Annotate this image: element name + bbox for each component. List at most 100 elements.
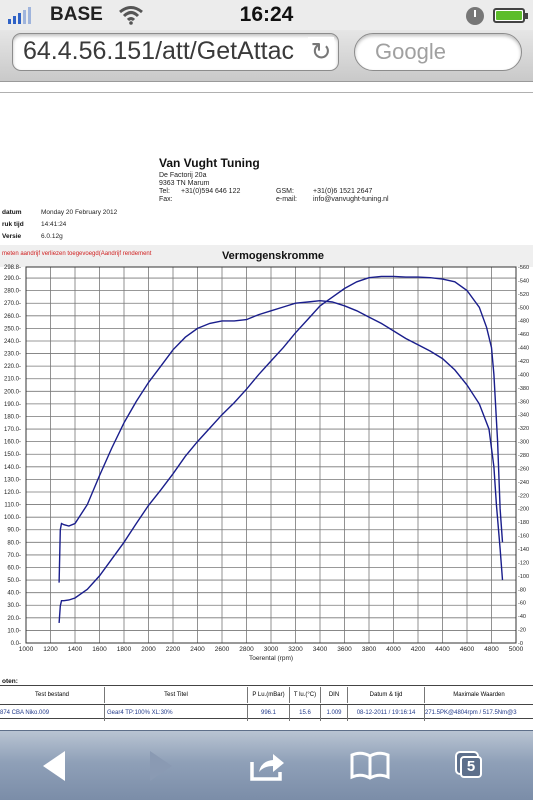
y-right-tick-label: -520 [518,292,529,298]
tabs-button[interactable]: 5 [453,745,503,787]
x-tick-label: 2800 [239,646,254,653]
y-left-tick-label: 80.0- [7,540,21,546]
x-tick-label: 2400 [190,646,205,653]
y-right-tick-label: -40 [518,614,526,620]
orientation-lock-icon [466,7,484,25]
reload-icon[interactable]: ↻ [308,37,334,67]
company-name: Van Vught Tuning [159,156,260,170]
y-right-tick-label: -340 [518,413,529,419]
table-cell: Gear4 TP:100% XL:30% [105,705,248,721]
table-cell: 1.009 [321,705,348,721]
y-left-tick-label: 70.0- [7,553,21,559]
y-left-tick-label: 260.0- [4,314,21,320]
y-left-tick-label: 40.0- [7,591,21,597]
results-table: Test bestand Test Titel P Lu.(mBar) T lu… [0,685,533,721]
browser-navbar: 64.4.56.151/att/GetAttac ↻ Google [0,30,533,82]
y-left-tick-label: 280.0- [4,289,21,295]
y-left-tick-label: 130.0- [4,477,21,483]
y-right-tick-label: -120 [518,560,529,566]
forward-button[interactable] [136,745,186,787]
y-left-tick-label: 110.0- [4,503,21,509]
table-title: oten: [2,678,18,685]
battery-icon [493,8,528,23]
power-curve-line [58,299,504,583]
meta-value: 14:41:24 [41,221,67,228]
y-left-tick-label: 30.0- [7,603,21,609]
x-tick-label: 1600 [92,646,107,653]
y-right-tick-label: -480 [518,319,529,325]
status-bar: BASE 16:24 [0,0,533,30]
y-left-tick-label: 240.0- [4,339,21,345]
y-right-tick-label: -240 [518,480,529,486]
y-right-tick-label: -260 [518,466,529,472]
table-header: P Lu.(mBar) [248,687,290,703]
document-view[interactable]: Van Vught Tuning De Factorij 20a 9363 TN… [0,82,533,730]
table-cell: 874 CBA Niko.009 [0,705,105,721]
y-right-tick-label: -360 [518,399,529,405]
meta-value: Monday 20 February 2012 [41,209,118,216]
gsm-label: GSM: [276,188,294,195]
x-tick-label: 4400 [435,646,450,653]
y-left-tick-label: 190.0- [4,402,21,408]
y-left-tick-label: 150.0- [4,452,21,458]
y-right-tick-label: -60 [518,601,526,607]
chart-title: Vermogenskromme [222,250,324,262]
y-left-tick-label: 0.0- [11,641,21,647]
company-city: 9363 TN Marum [159,180,210,187]
tel-label: Tel: [159,188,170,195]
y-right-tick-label: -180 [518,520,529,526]
plot-frame [25,266,517,644]
search-field[interactable]: Google [354,33,522,71]
url-text[interactable]: 64.4.56.151/att/GetAttac [23,37,295,65]
back-button[interactable] [29,745,79,787]
x-tick-label: 3000 [264,646,279,653]
y-left-tick-label: 120.0- [4,490,21,496]
y-left-tick-label: 100.0- [4,515,21,521]
table-cell: 996.1 [248,705,290,721]
y-right-tick-label: -0 [518,641,523,647]
share-icon [250,754,284,781]
table-header: Test bestand [0,687,105,703]
y-left-tick-label: 170.0- [4,427,21,433]
table-header: DIN [321,687,348,703]
tel-value: +31(0)594 646 122 [181,188,241,195]
x-axis-label: Toerental (rpm) [249,655,293,662]
table-row: 874 CBA Niko.009 Gear4 TP:100% XL:30% 99… [0,704,533,721]
y-left-tick-label: 20.0- [7,616,21,622]
bookmarks-button[interactable] [345,745,395,787]
back-arrow-icon [43,751,65,781]
bookmarks-book-icon [350,751,390,780]
chart-note: meten aandrijf verliezen toegevoegd(Aand… [2,251,152,257]
x-tick-label: 2000 [141,646,156,653]
gsm-value: +31(0)6 1521 2647 [313,188,373,195]
y-right-tick-label: -560 [518,265,529,271]
company-street: De Factorij 20a [159,172,207,179]
x-tick-label: 1400 [68,646,83,653]
y-right-tick-label: -160 [518,534,529,540]
x-tick-label: 1800 [117,646,132,653]
chart-header-band [0,245,533,267]
fax-label: Fax: [159,196,173,203]
y-left-tick-label: 220.0- [4,364,21,370]
table-header: Maximale Waarden [453,692,505,698]
email-value: info@vanvught-tuning.nl [313,196,389,203]
signal-strength-icon [8,6,31,24]
url-field[interactable]: 64.4.56.151/att/GetAttac ↻ [12,33,339,71]
wifi-icon [119,6,143,25]
y-right-tick-label: -440 [518,346,529,352]
table-cell: 271.5PK@4804rpm / 517.5Nm@3 [425,710,517,716]
y-right-tick-label: -20 [518,628,526,634]
power-curve-chart: meten aandrijf verliezen toegevoegd(Aand… [0,245,533,685]
y-right-tick-label: -280 [518,453,529,459]
table-header: Datum & tijd [348,687,425,703]
table-cell: 08-12-2011 / 19:16:14 [348,705,425,721]
y-left-tick-label: 270.0- [4,301,21,307]
y-right-tick-label: -200 [518,507,529,513]
forward-arrow-icon [150,751,172,781]
x-tick-label: 2200 [166,646,181,653]
torque-curve-line [58,275,504,623]
share-button[interactable] [243,745,293,787]
x-tick-label: 3600 [337,646,352,653]
y-left-tick-label: 60.0- [7,565,21,571]
x-tick-label: 4800 [484,646,499,653]
